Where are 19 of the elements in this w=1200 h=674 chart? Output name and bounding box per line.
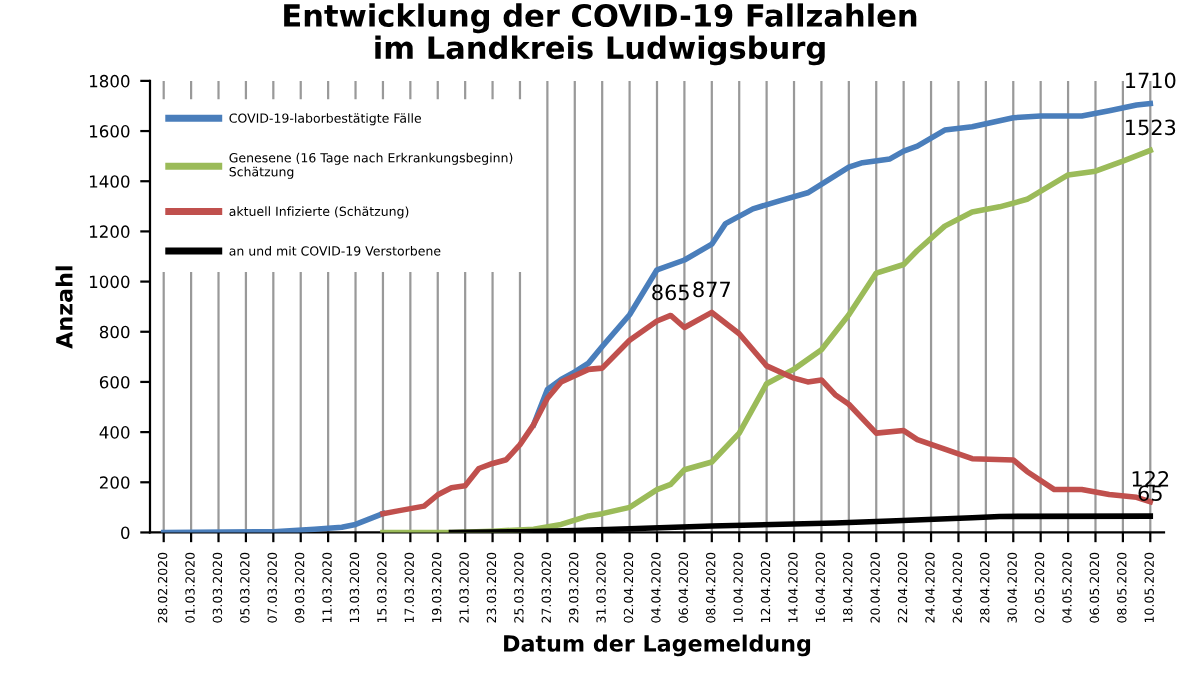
x-axis-title: Datum der Lagemeldung <box>504 634 811 657</box>
chart-title: Entwicklung der COVID-19 Fallzahlen im Landkreis Ludwigsburg <box>284 3 917 66</box>
y-tick-label: 1000 <box>89 275 130 289</box>
y-tick-label: 1800 <box>89 74 130 88</box>
y-tick-label: 1400 <box>89 175 130 188</box>
annotation: 865 <box>652 284 689 301</box>
y-tick-label: 800 <box>99 325 130 339</box>
y-tick-label: 200 <box>99 476 130 489</box>
annotation: 65 <box>1138 485 1162 502</box>
annotation: 877 <box>693 281 730 298</box>
y-tick-label: 1200 <box>89 225 130 238</box>
y-tick-label: 600 <box>99 375 130 389</box>
y-tick-label: 1600 <box>89 125 130 138</box>
y-tick-label: 400 <box>99 426 130 439</box>
annotation: 1710 <box>1126 72 1176 89</box>
annotation: 1523 <box>1126 119 1176 136</box>
y-axis-title: Anzahl <box>55 266 73 349</box>
y-tick-label: 0 <box>121 526 130 540</box>
annotation: 122 <box>1132 470 1169 487</box>
